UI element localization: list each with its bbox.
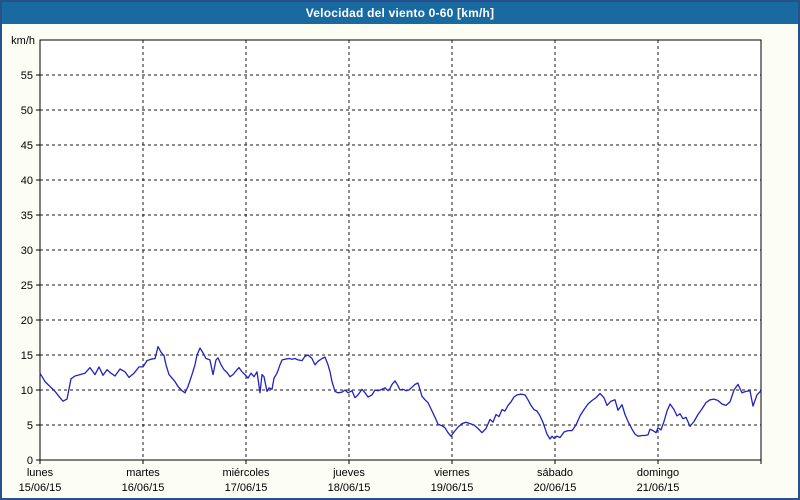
chart-title-bar: Velocidad del viento 0-60 [km/h] [2, 2, 798, 24]
x-date-label: 16/06/15 [122, 482, 165, 494]
chart-area: 0 5 10 15 20 25 30 35 40 45 50 55 km/h lunes 15/06/15 m… [2, 24, 798, 498]
chart-title: Velocidad del viento 0-60 [km/h] [305, 6, 495, 20]
x-day-label: martes [126, 467, 160, 479]
y-tick-label: 40 [21, 175, 33, 187]
y-tick-label: 20 [21, 315, 33, 327]
x-date-label: 18/06/15 [328, 482, 371, 494]
y-tick-label: 15 [21, 350, 33, 362]
x-date-label: 17/06/15 [225, 482, 268, 494]
chart-canvas: 0 5 10 15 20 25 30 35 40 45 50 55 km/h lunes 15/06/15 m… [11, 35, 762, 494]
y-tick-label: 35 [21, 210, 33, 222]
x-day-label: sábado [537, 467, 573, 479]
x-day-label: miércoles [222, 467, 270, 479]
y-axis-unit-label: km/h [11, 35, 35, 47]
y-tick-label: 25 [21, 280, 33, 292]
x-day-label: jueves [332, 467, 365, 479]
y-tick-label: 55 [21, 70, 33, 82]
x-date-label: 15/06/15 [19, 482, 62, 494]
y-tick-label: 45 [21, 140, 33, 152]
x-day-label: viernes [434, 467, 470, 479]
y-tick-label: 50 [21, 105, 33, 117]
x-day-label: domingo [637, 467, 679, 479]
x-day-label: lunes [27, 467, 54, 479]
x-date-label: 21/06/15 [637, 482, 680, 494]
x-date-label: 19/06/15 [431, 482, 474, 494]
y-tick-label: 10 [21, 385, 33, 397]
wind-speed-line [39, 345, 762, 440]
y-tick-label: 0 [27, 455, 33, 467]
y-tick-label: 5 [27, 420, 33, 432]
y-tick-label: 30 [21, 245, 33, 257]
x-date-label: 20/06/15 [534, 482, 577, 494]
